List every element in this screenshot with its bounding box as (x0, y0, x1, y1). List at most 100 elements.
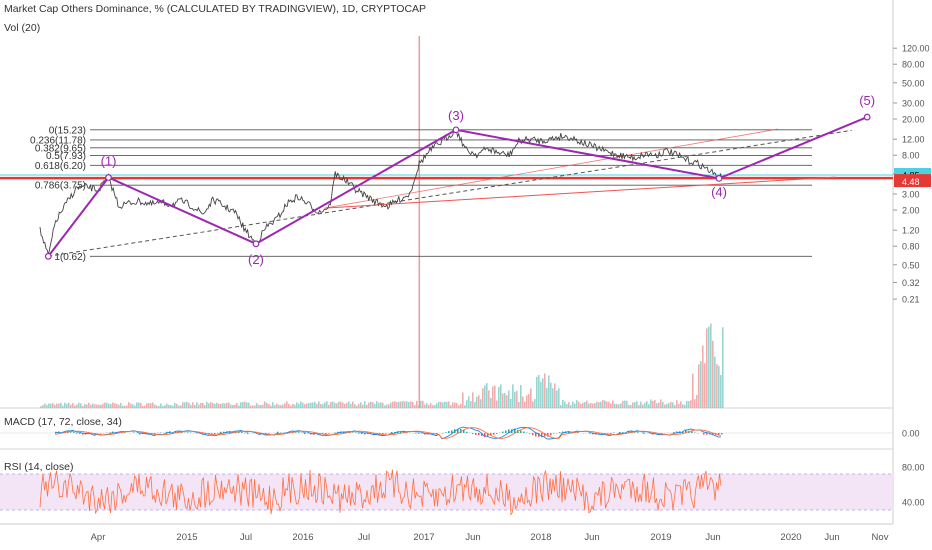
volume-bar (372, 402, 374, 408)
volume-bar (646, 401, 648, 408)
volume-bar (130, 403, 132, 408)
volume-label: Vol (20) (4, 22, 41, 34)
volume-bar (80, 403, 82, 408)
volume-bar (522, 396, 524, 408)
rsi-pane (39, 469, 722, 516)
volume-bar (160, 403, 162, 408)
volume-bar (304, 404, 306, 408)
macd-label: MACD (17, 72, close, 34) (4, 416, 122, 428)
volume-bar (302, 402, 304, 408)
volume-bar (42, 405, 44, 408)
macd-pane (0, 426, 893, 440)
volume-bar (476, 396, 478, 408)
volume-bar (554, 383, 556, 408)
volume-bar (380, 402, 382, 408)
volume-bar (496, 400, 498, 408)
volume-bar (652, 400, 654, 408)
volume-bar (256, 403, 258, 408)
macd-histogram-bar (535, 433, 537, 437)
macd-histogram-bar (415, 433, 417, 434)
volume-bar (338, 401, 340, 408)
volume-bar (516, 390, 518, 408)
macd-histogram-bar (406, 432, 408, 433)
volume-bar (116, 403, 118, 408)
volume-bar (566, 404, 568, 408)
volume-bar (250, 405, 252, 408)
volume-bar (186, 401, 188, 408)
volume-bar (326, 401, 328, 408)
volume-bar (120, 402, 122, 408)
fib-label-2: 0.382(9.65) (35, 143, 86, 154)
wave-point-2 (252, 240, 260, 248)
macd-histogram-bar (379, 433, 381, 434)
wave-path (47, 116, 868, 257)
macd-histogram-bar (508, 429, 510, 433)
price-tick-2: 50.00 (902, 78, 925, 88)
macd-histogram-bar (298, 432, 300, 433)
volume-bar (622, 400, 624, 408)
price-tick-10: 1.20 (902, 226, 920, 236)
volume-bar (564, 401, 566, 408)
volume-bar (478, 395, 480, 408)
price-tick-9: 2.00 (902, 206, 920, 216)
macd-histogram-bar (139, 433, 141, 435)
volume-bar (540, 381, 542, 408)
volume-bar (132, 404, 134, 408)
volume-bar (292, 403, 294, 408)
macd-histogram-bar (475, 433, 477, 436)
volume-bar (118, 404, 120, 408)
macd-histogram-bar (367, 433, 369, 434)
volume-bar (140, 403, 142, 408)
volume-bar (336, 403, 338, 408)
macd-histogram-bar (607, 433, 609, 434)
volume-bar (488, 390, 490, 408)
volume-bar (716, 364, 718, 408)
volume-bar (260, 404, 262, 408)
volume-bar (300, 401, 302, 408)
volume-bar (608, 401, 610, 408)
volume-bar (672, 402, 674, 408)
volume-bar (544, 373, 546, 408)
volume-bar (112, 402, 114, 408)
volume-bar (310, 402, 312, 408)
volume-bar (562, 399, 564, 408)
volume-bar (620, 403, 622, 408)
volume-bar (148, 403, 150, 408)
volume-bar (572, 401, 574, 408)
volume-bar (414, 404, 416, 408)
volume-bar (658, 402, 660, 408)
wave-label-3: (3) (448, 108, 464, 123)
macd-histogram-bar (643, 433, 645, 434)
volume-bar (618, 404, 620, 408)
rsi-line (39, 469, 722, 516)
volume-bar (650, 399, 652, 408)
volume-bar (542, 378, 544, 408)
volume-bar (640, 401, 642, 408)
volume-bar (290, 405, 292, 408)
volume-bar (714, 356, 716, 408)
macd-histogram-bar (619, 431, 621, 433)
volume-bar (136, 402, 138, 408)
volume-bar (534, 399, 536, 408)
volume-bar (214, 403, 216, 408)
volume-bar (232, 404, 234, 408)
macd-histogram-bar (610, 433, 612, 435)
volume-bar (352, 401, 354, 408)
time-tick-2: Jul (240, 532, 252, 543)
macd-histogram-bar (529, 433, 531, 434)
macd-histogram-bar (382, 433, 384, 435)
volume-bar (454, 402, 456, 408)
macd-histogram-bar (451, 430, 453, 433)
volume-bar (458, 405, 460, 408)
macd-histogram-bar (400, 431, 402, 433)
volume-bar (178, 405, 180, 408)
volume-bar (668, 403, 670, 408)
volume-bar (70, 404, 72, 408)
fib-levels: 0(15.23)0.236(11.78)0.382(9.65)0.5(7.93)… (0, 125, 893, 263)
volume-bar (268, 404, 270, 408)
volume-bar (604, 400, 606, 408)
volume-bar (58, 403, 60, 408)
volume-bar (176, 403, 178, 408)
volume-bar (162, 405, 164, 408)
volume-bar (630, 404, 632, 408)
